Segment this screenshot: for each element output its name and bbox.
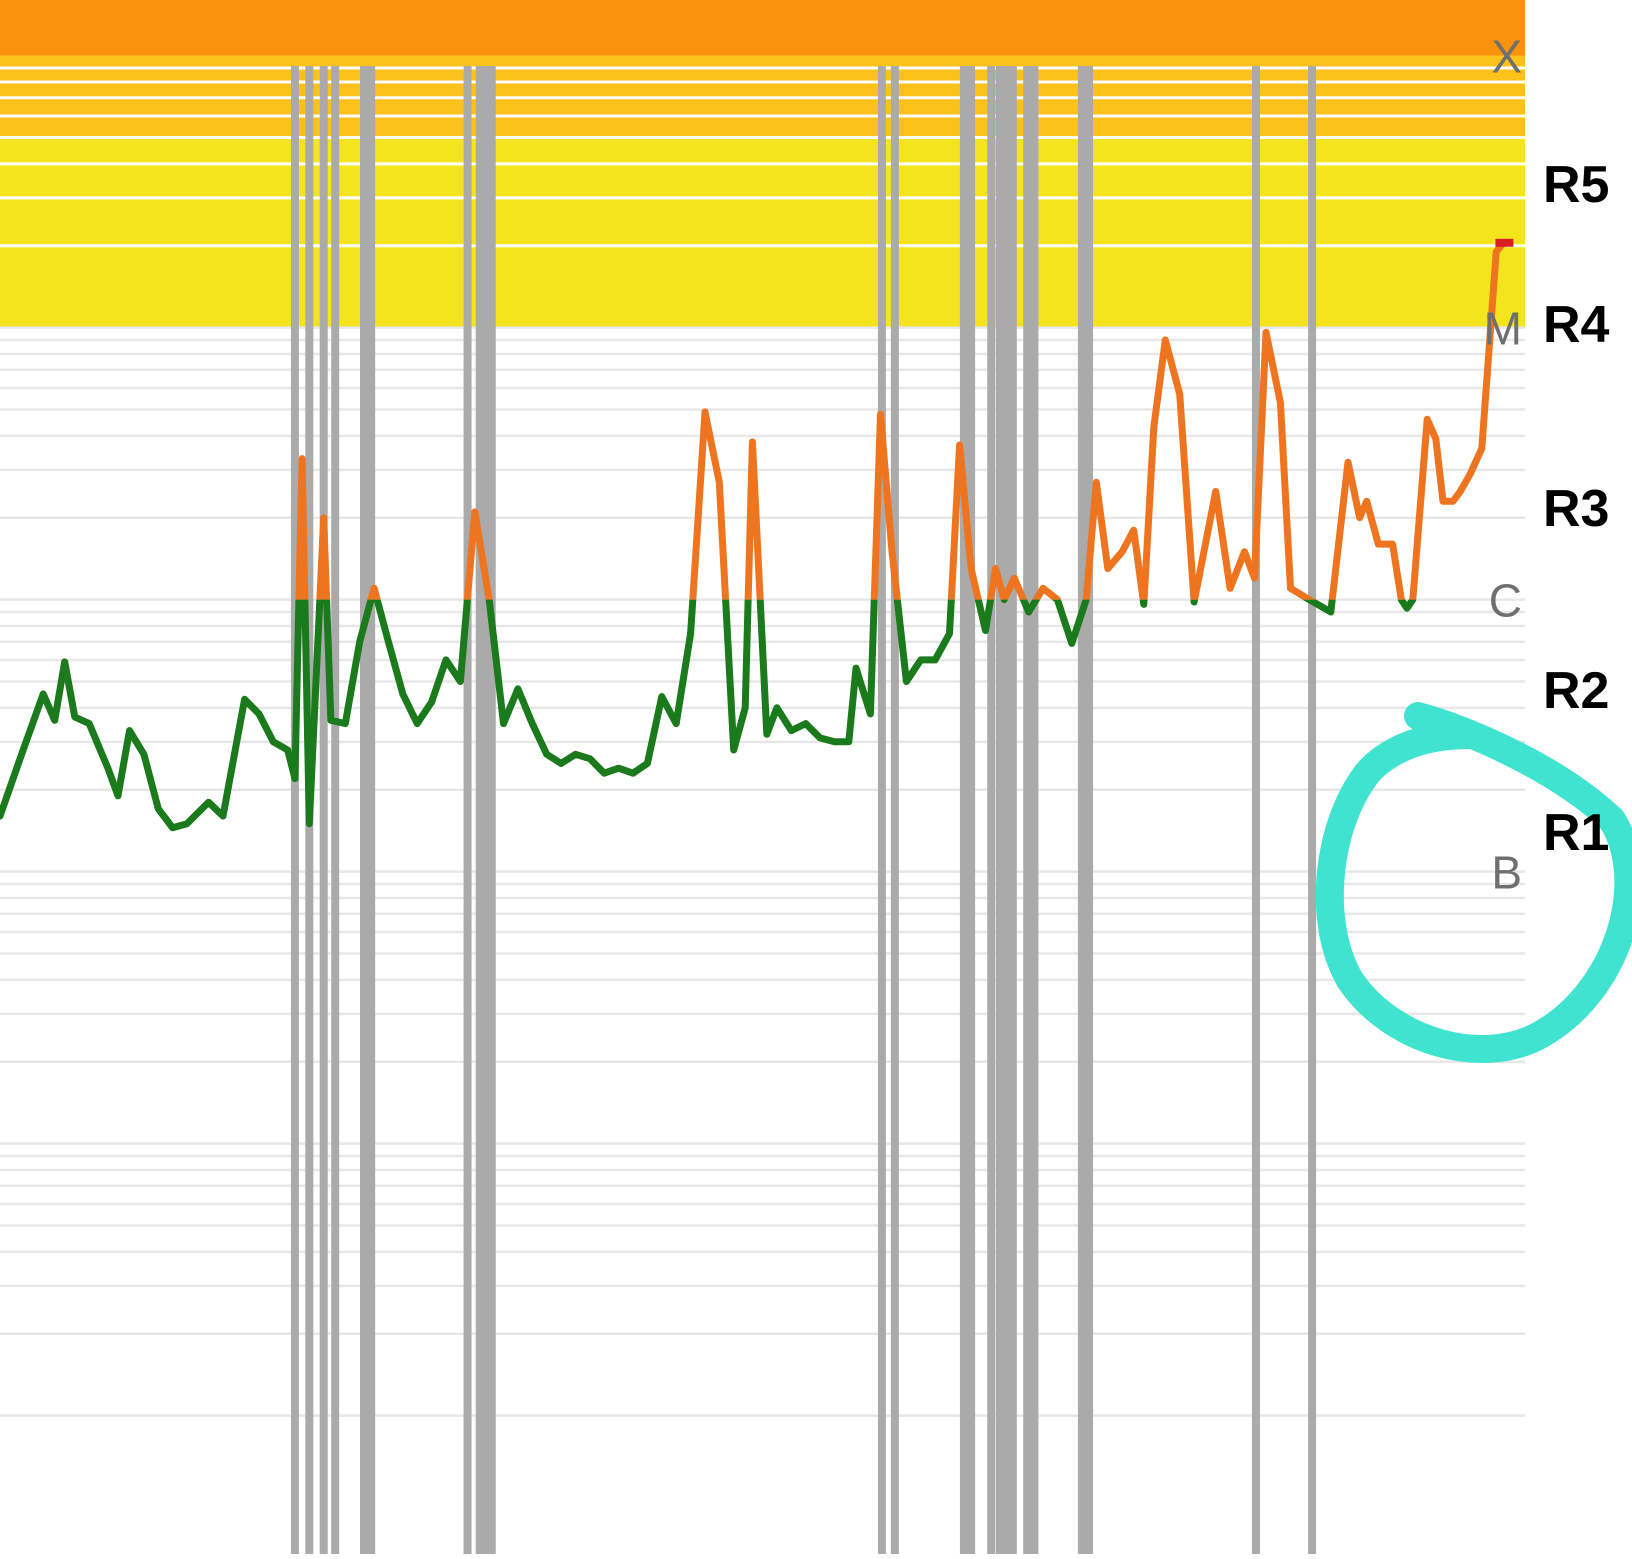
radio-blackout-label: R3 xyxy=(1543,480,1609,538)
r1-band xyxy=(0,137,1525,327)
data-gap-edge xyxy=(367,66,375,1554)
radio-blackout-label: R2 xyxy=(1543,662,1609,720)
data-gap-wide xyxy=(476,66,496,1554)
data-gap-edge xyxy=(1078,66,1086,1554)
data-gap-edge xyxy=(291,66,299,1554)
radio-blackout-label: R5 xyxy=(1543,156,1609,214)
data-gap-edge xyxy=(1308,66,1316,1554)
radio-blackout-label: R4 xyxy=(1543,296,1610,354)
peak-marker xyxy=(1495,239,1513,247)
data-gap-edge xyxy=(878,66,886,1554)
annotation-circle xyxy=(1330,716,1629,1049)
data-gap-edge xyxy=(891,66,899,1554)
data-gap-edge xyxy=(1002,66,1010,1554)
flare-class-label: B xyxy=(1491,847,1522,899)
r3-band xyxy=(0,0,1525,56)
flare-class-label: M xyxy=(1484,303,1522,355)
data-gap-edge xyxy=(967,66,975,1554)
data-gap-edge xyxy=(331,66,339,1554)
data-gap-edge xyxy=(1009,66,1017,1554)
data-gap-edge xyxy=(1030,66,1038,1554)
annotation-layer xyxy=(1330,716,1629,1049)
flare-class-label: X xyxy=(1491,31,1522,83)
data-gap-edge xyxy=(987,66,995,1554)
data-gap-edge xyxy=(320,66,328,1554)
flare-class-label: C xyxy=(1489,575,1522,627)
data-gap-edge xyxy=(1085,66,1093,1554)
radio-blackout-label: R1 xyxy=(1543,804,1609,862)
data-gap-edge xyxy=(1023,66,1031,1554)
data-gap-edge xyxy=(360,66,368,1554)
data-gap-edge xyxy=(960,66,968,1554)
data-gap-edge xyxy=(464,66,472,1554)
flux-line-above-threshold xyxy=(0,243,1503,828)
data-gap-edge xyxy=(1252,66,1260,1554)
